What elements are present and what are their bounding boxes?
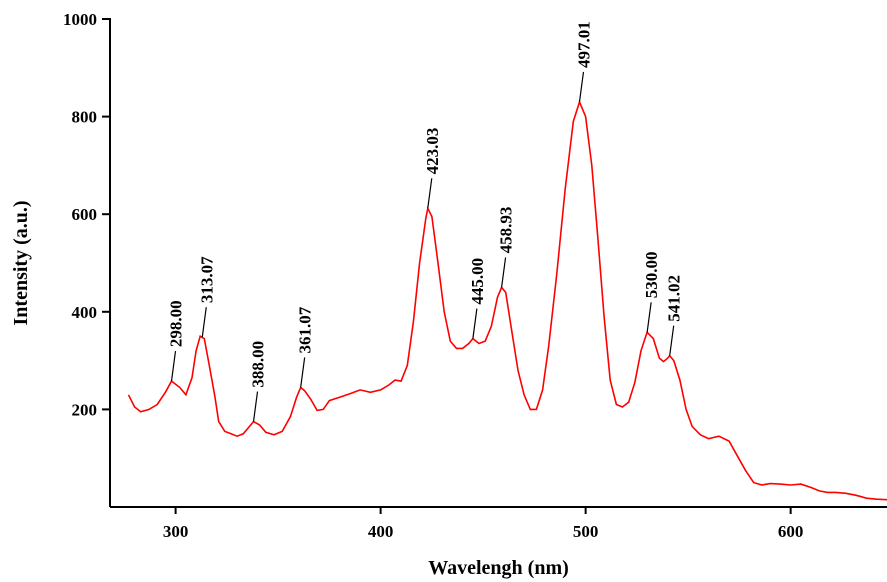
x-tick-label: 600 <box>778 522 804 541</box>
peak-label: 458.93 <box>497 207 516 254</box>
peak-leader-line <box>472 308 478 339</box>
x-axis-title: Wavelengh (nm) <box>428 557 569 579</box>
peak-leader-line <box>300 357 306 388</box>
series-line <box>127 99 887 501</box>
peak-label: 298.00 <box>167 300 186 347</box>
y-tick-label: 1000 <box>63 10 97 29</box>
y-tick-label: 400 <box>72 303 98 322</box>
peak-leader-line <box>252 391 259 422</box>
peak-leader-line <box>427 178 433 209</box>
peak-leader-line <box>500 257 507 288</box>
peak-label: 530.00 <box>642 252 661 299</box>
x-tick-label: 500 <box>573 522 599 541</box>
peak-label: 445.00 <box>468 258 487 305</box>
peak-leader-line <box>646 302 652 333</box>
peak-label: 423.03 <box>423 128 442 175</box>
peak-leader-line <box>669 325 675 356</box>
x-axis-ticks: 300 400 500 600 <box>163 507 804 541</box>
peak-annotations: 298.00 313.07 388.00 361.07 423.03 445.00 458.… <box>167 21 684 422</box>
x-tick-label: 300 <box>163 522 189 541</box>
y-tick-label: 600 <box>72 205 98 224</box>
peak-label: 361.07 <box>296 306 315 353</box>
plot-area: 200 400 600 800 1000 300 400 500 600 298.00 313.… <box>63 10 887 541</box>
peak-leader-line <box>578 71 585 103</box>
y-tick-label: 200 <box>72 400 98 419</box>
peak-label: 313.07 <box>197 256 216 303</box>
peak-leader-line <box>170 351 177 382</box>
y-axis-title: Intensity (a.u.) <box>10 200 32 325</box>
peak-label: 541.02 <box>665 275 684 322</box>
y-axis-ticks: 200 400 600 800 1000 <box>63 10 110 419</box>
x-tick-label: 400 <box>368 522 394 541</box>
y-tick-label: 800 <box>72 108 98 127</box>
peak-leader-line <box>201 307 207 338</box>
peak-label: 497.01 <box>574 21 593 68</box>
peak-label: 388.00 <box>249 341 268 388</box>
